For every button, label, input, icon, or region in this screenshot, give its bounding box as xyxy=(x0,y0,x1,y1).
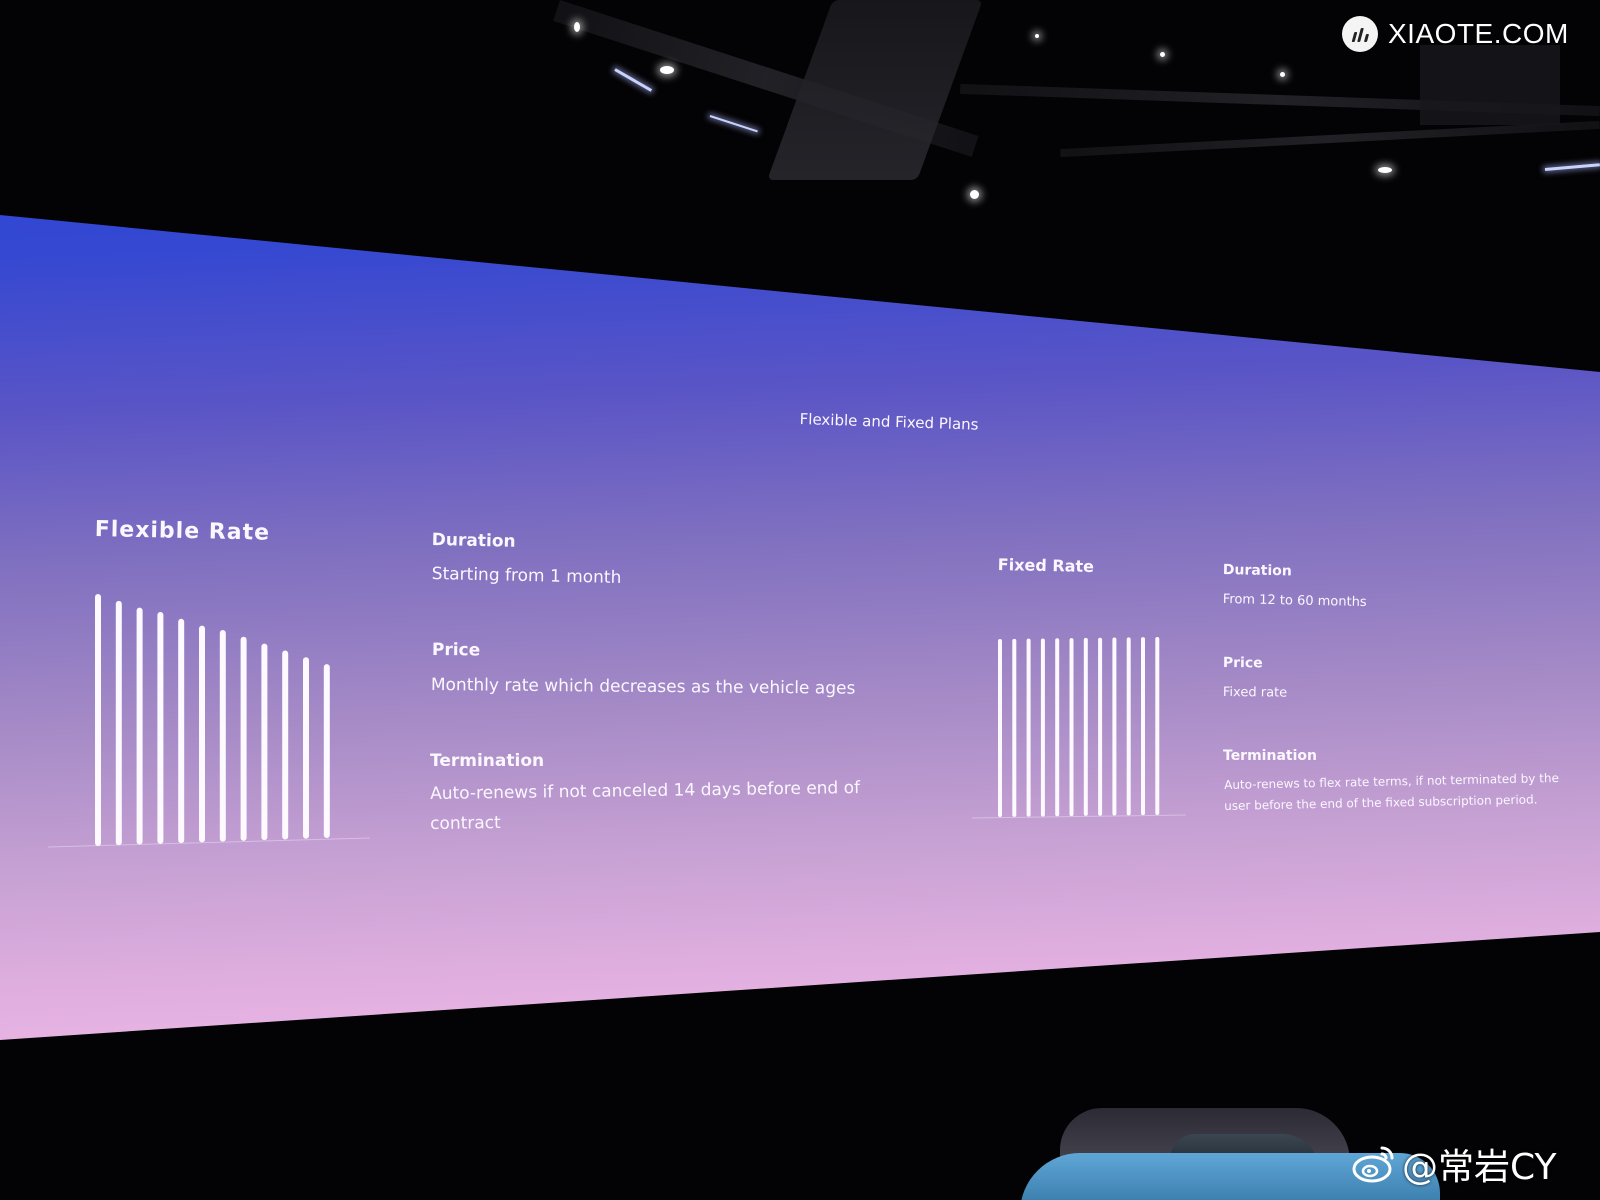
bar xyxy=(95,594,101,846)
fixed-rate-bars xyxy=(971,637,1187,819)
fixed-termination-line1: Auto-renews to flex rate terms, if not t… xyxy=(1224,770,1560,792)
stage-light xyxy=(970,190,979,199)
bar xyxy=(1012,638,1017,817)
bar xyxy=(1112,637,1117,816)
stage-light xyxy=(1280,72,1285,77)
bar xyxy=(323,664,330,838)
stage-light xyxy=(660,66,674,74)
bar xyxy=(998,639,1002,817)
bar xyxy=(219,629,226,842)
fixed-termination-label: Termination xyxy=(1223,748,1317,764)
bar xyxy=(178,618,185,844)
flexible-duration-value: Starting from 1 month xyxy=(431,564,622,588)
author-handle: @常岩CY xyxy=(1402,1147,1557,1188)
flexible-termination-line1: Auto-renews if not canceled 14 days befo… xyxy=(430,777,861,804)
bar xyxy=(282,650,289,840)
bar xyxy=(303,657,309,839)
bar xyxy=(1083,637,1088,816)
flexible-rate-heading: Flexible Rate xyxy=(94,517,271,546)
speaker-array xyxy=(767,0,983,180)
bar xyxy=(1026,638,1031,817)
fixed-duration-label: Duration xyxy=(1222,562,1293,580)
bar xyxy=(1098,637,1103,816)
weibo-icon xyxy=(1352,1146,1394,1183)
bar xyxy=(261,643,268,841)
bar-baseline xyxy=(47,837,371,848)
slide-title: Flexible and Fixed Plans xyxy=(799,410,979,434)
ceiling-truss xyxy=(1060,120,1600,158)
flexible-termination-label: Termination xyxy=(430,751,545,771)
flexible-price-value: Monthly rate which decreases as the vehi… xyxy=(430,675,856,699)
bar xyxy=(115,600,122,846)
car-on-stage xyxy=(1020,1108,1440,1200)
author-watermark: @常岩CY xyxy=(1352,1138,1557,1190)
flexible-price-label: Price xyxy=(431,640,481,661)
flexible-termination-line2: contract xyxy=(430,813,501,834)
stage-light xyxy=(1035,34,1039,38)
bar xyxy=(136,607,143,845)
bar xyxy=(157,611,164,844)
site-watermark-text: XIAOTE.COM xyxy=(1388,18,1569,49)
bar-baseline xyxy=(971,814,1187,819)
flexible-duration-label: Duration xyxy=(431,530,516,552)
fixed-termination-line2: user before the end of the fixed subscri… xyxy=(1224,792,1538,813)
site-logo-icon xyxy=(1342,16,1378,52)
bar xyxy=(1126,637,1131,816)
bar xyxy=(1069,638,1074,817)
bar xyxy=(1055,638,1060,817)
fixed-rate-heading: Fixed Rate xyxy=(997,555,1095,577)
stage-light xyxy=(1378,167,1392,173)
fixed-duration-value: From 12 to 60 months xyxy=(1222,592,1367,611)
bar xyxy=(1155,637,1160,815)
bar xyxy=(1040,638,1045,817)
flexible-rate-bars xyxy=(47,594,371,848)
speaker-array xyxy=(1420,45,1560,125)
bar xyxy=(199,625,205,843)
bar xyxy=(240,636,247,841)
fixed-price-value: Fixed rate xyxy=(1222,685,1288,701)
stage-light xyxy=(1160,52,1165,57)
stage-light xyxy=(574,22,580,32)
fixed-price-label: Price xyxy=(1222,655,1263,672)
bar xyxy=(1141,637,1145,816)
stage-light-strip xyxy=(709,115,758,133)
stage-light-strip xyxy=(1544,163,1600,171)
site-watermark: XIAOTE.COM xyxy=(1342,14,1569,54)
stage-light-strip xyxy=(614,68,653,92)
